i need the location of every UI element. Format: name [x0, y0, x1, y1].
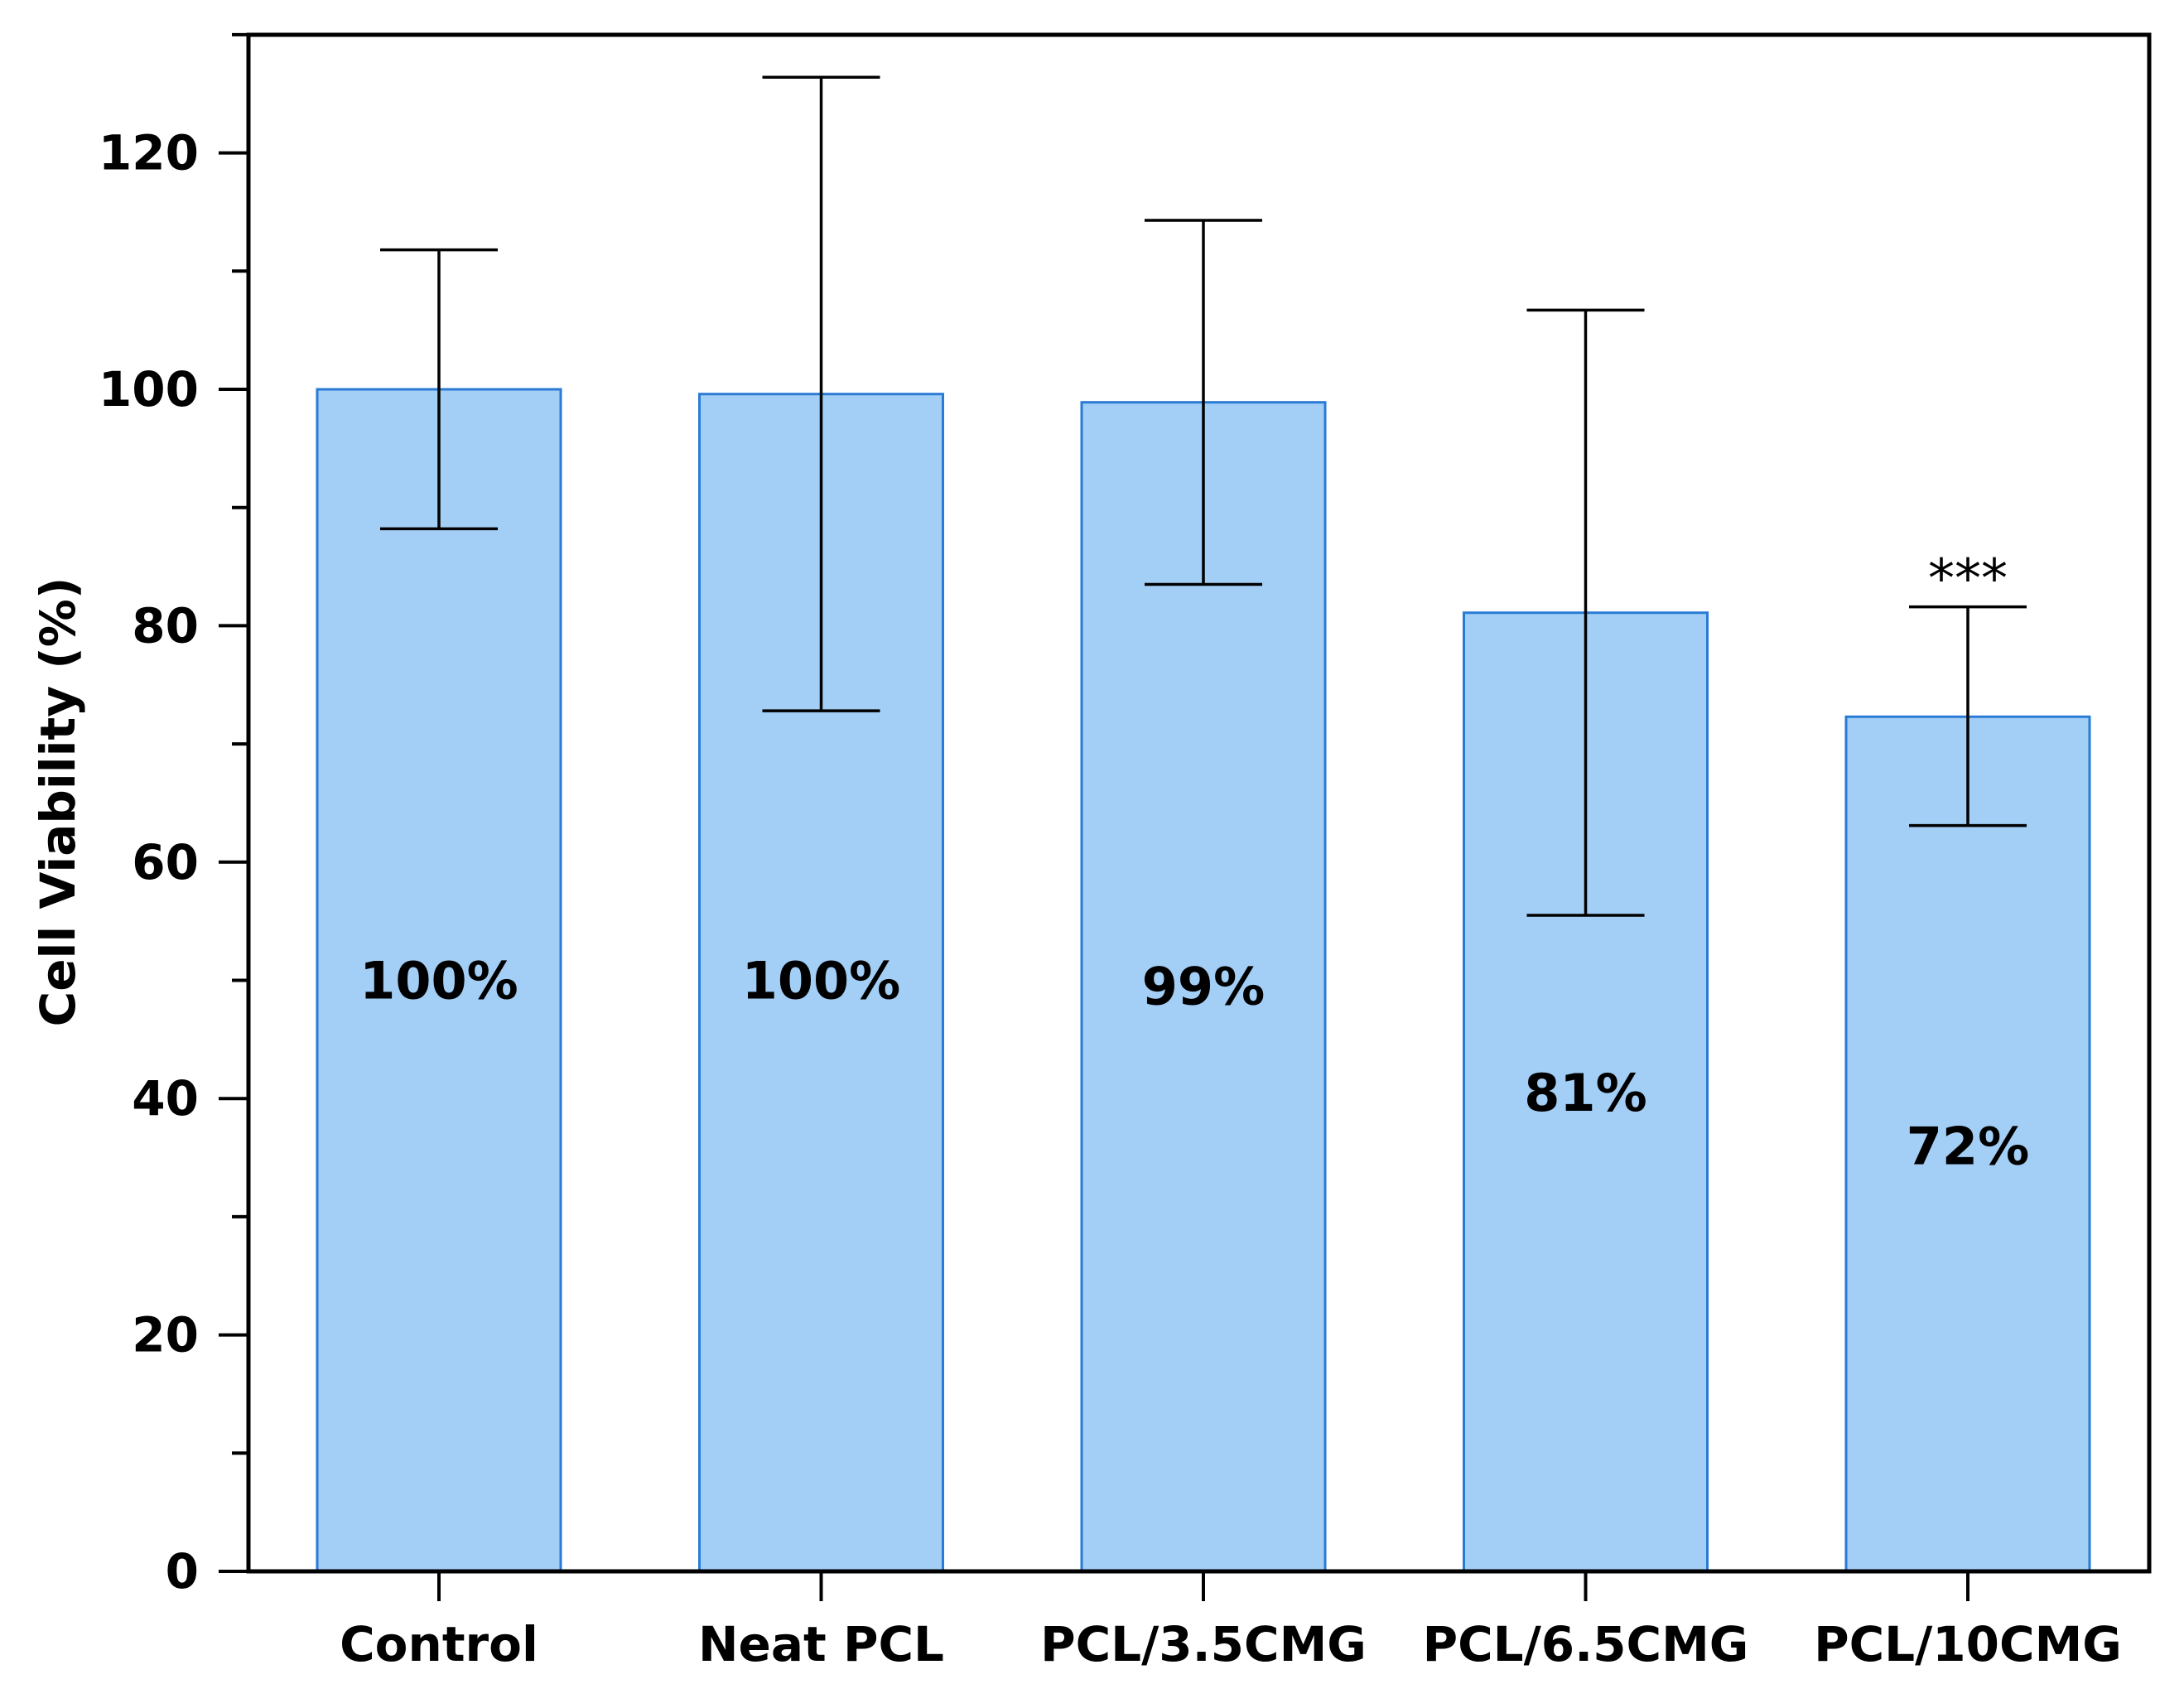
significance-annotation: ***	[1928, 549, 2008, 610]
x-tick-label: Control	[340, 1616, 538, 1672]
y-tick-label: 60	[132, 834, 199, 890]
x-tick-label: PCL/3.5CMG	[1040, 1616, 1367, 1672]
data-label: 100%	[742, 951, 901, 1011]
y-tick-label: 100	[99, 361, 199, 417]
data-label: 100%	[359, 951, 518, 1011]
data-label: 72%	[1907, 1116, 2029, 1176]
y-axis: 0 20 40 60 80 100 120	[99, 32, 248, 1600]
data-label: 99%	[1142, 957, 1265, 1017]
y-axis-title: Cell Viability (%)	[30, 577, 86, 1027]
x-tick-label: PCL/6.5CMG	[1423, 1616, 1749, 1672]
y-tick-label: 80	[132, 597, 199, 654]
x-tick-label: Neat PCL	[698, 1616, 944, 1672]
y-tick-label: 40	[132, 1070, 199, 1127]
bar	[1844, 715, 2091, 1573]
error-bars-layer	[380, 75, 2027, 917]
data-labels-layer: 100% 100% 99% 81% 72% ***	[359, 549, 2029, 1177]
y-tick-label: 120	[99, 125, 199, 181]
y-tick-label: 0	[166, 1543, 199, 1600]
bar	[316, 388, 562, 1573]
plot-frame	[246, 32, 2152, 1574]
x-tick-label: PCL/10CMG	[1814, 1616, 2122, 1672]
y-tick-label: 20	[132, 1307, 199, 1363]
data-label: 81%	[1524, 1063, 1646, 1123]
x-axis: Control Neat PCL PCL/3.5CMG PCL/6.5CMG PCL/1…	[340, 1571, 2122, 1672]
